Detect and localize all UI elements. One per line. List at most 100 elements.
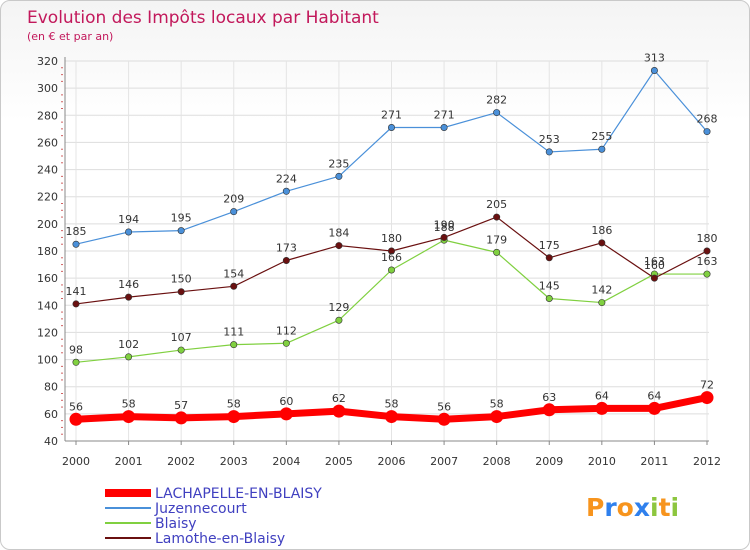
logo-letter: i: [650, 493, 659, 522]
x-tick-label: 2005: [325, 455, 353, 468]
data-point: [703, 270, 711, 278]
data-point: [598, 145, 606, 153]
data-label: 64: [647, 389, 661, 402]
data-point: [650, 67, 658, 75]
axes: 40 60 80 100 120 140 160 180 200 220 240 260 280 300 3…: [37, 55, 721, 468]
y-tick-label: 180: [37, 245, 58, 258]
data-point: [440, 124, 448, 132]
data-label: 166: [381, 251, 402, 264]
y-tick-label: 140: [37, 299, 58, 312]
data-label: 112: [276, 324, 297, 337]
proxiti-logo: Proxiti: [586, 493, 679, 522]
data-label: 58: [385, 398, 399, 411]
logo-letter: o: [617, 493, 634, 522]
data-label: 179: [486, 233, 507, 246]
data-point: [125, 353, 133, 361]
data-point: [335, 242, 343, 250]
y-tick-label: 100: [37, 354, 58, 367]
data-label: 107: [171, 331, 192, 344]
logo-letter: t: [659, 493, 671, 522]
data-label: 56: [69, 400, 83, 413]
data-label: 209: [223, 193, 244, 206]
x-tick-label: 2006: [378, 455, 406, 468]
data-label: 58: [122, 398, 136, 411]
data-point: [598, 299, 606, 307]
data-point: [703, 247, 711, 255]
data-label: 72: [700, 379, 714, 392]
data-label: 194: [118, 213, 139, 226]
data-point: [332, 404, 346, 418]
data-label: 142: [591, 284, 612, 297]
data-point: [230, 341, 238, 349]
data-label: 150: [171, 273, 192, 286]
legend-label: Blaisy: [155, 516, 197, 532]
y-tick-label: 200: [37, 218, 58, 231]
y-tick-label: 40: [44, 435, 58, 448]
data-label: 195: [171, 212, 192, 225]
data-point: [72, 358, 80, 366]
data-label: 146: [118, 278, 139, 291]
legend-label: LACHAPELLE-EN-BLAISY: [155, 486, 322, 502]
data-point: [282, 256, 290, 264]
x-tick-label: 2010: [588, 455, 616, 468]
logo-letter: i: [671, 493, 680, 522]
y-tick-label: 240: [37, 164, 58, 177]
chart-title: Evolution des Impôts locaux par Habitant: [27, 8, 379, 28]
data-label: 60: [279, 395, 293, 408]
data-label: 188: [434, 221, 455, 234]
data-point: [230, 282, 238, 290]
data-point: [545, 254, 553, 262]
data-point: [387, 247, 395, 255]
x-tick-label: 2000: [62, 455, 90, 468]
data-label: 271: [434, 109, 455, 122]
data-label: 63: [542, 391, 556, 404]
y-tick-label: 260: [37, 136, 58, 149]
x-tick-label: 2003: [220, 455, 248, 468]
y-tick-label: 320: [37, 55, 58, 68]
x-tick-label: 2009: [535, 455, 563, 468]
y-tick-label: 280: [37, 109, 58, 122]
grid: [65, 60, 709, 442]
x-tick-label: 2002: [167, 455, 195, 468]
data-label: 313: [644, 52, 665, 65]
data-point: [177, 227, 185, 235]
data-label: 173: [276, 242, 297, 255]
data-label: 180: [381, 232, 402, 245]
data-point: [387, 124, 395, 132]
data-point: [282, 339, 290, 347]
data-label: 102: [118, 338, 139, 351]
series: [69, 67, 714, 426]
data-label: 175: [539, 239, 560, 252]
data-label: 58: [490, 398, 504, 411]
data-point: [700, 391, 714, 405]
x-tick-label: 2004: [272, 455, 300, 468]
x-tick-label: 2008: [483, 455, 511, 468]
data-point: [545, 294, 553, 302]
logo-letter: x: [634, 493, 650, 522]
data-label: 224: [276, 172, 297, 185]
data-label: 271: [381, 109, 402, 122]
y-tick-label: 220: [37, 191, 58, 204]
data-label: 154: [223, 267, 244, 280]
data-point: [542, 403, 556, 417]
data-label: 180: [697, 232, 718, 245]
data-label: 98: [69, 343, 83, 356]
data-point: [177, 346, 185, 354]
data-point: [177, 288, 185, 296]
data-label: 255: [591, 130, 612, 143]
data-label: 268: [697, 113, 718, 126]
data-point: [335, 172, 343, 180]
data-labels: 185 194 195 209 224 235 271 271 282 253 255 313 268 9…: [66, 52, 718, 414]
data-point: [282, 187, 290, 195]
data-label: 253: [539, 133, 560, 146]
x-tick-label: 2012: [693, 455, 721, 468]
y-tick-label: 120: [37, 326, 58, 339]
data-point: [174, 411, 188, 425]
legend: LACHAPELLE-EN-BLAISYJuzennecourtBlaisyLa…: [105, 486, 322, 547]
data-point: [598, 239, 606, 247]
y-tick-label: 160: [37, 272, 58, 285]
data-point: [490, 410, 504, 424]
logo-letter: P: [586, 493, 604, 522]
data-point: [437, 412, 451, 426]
